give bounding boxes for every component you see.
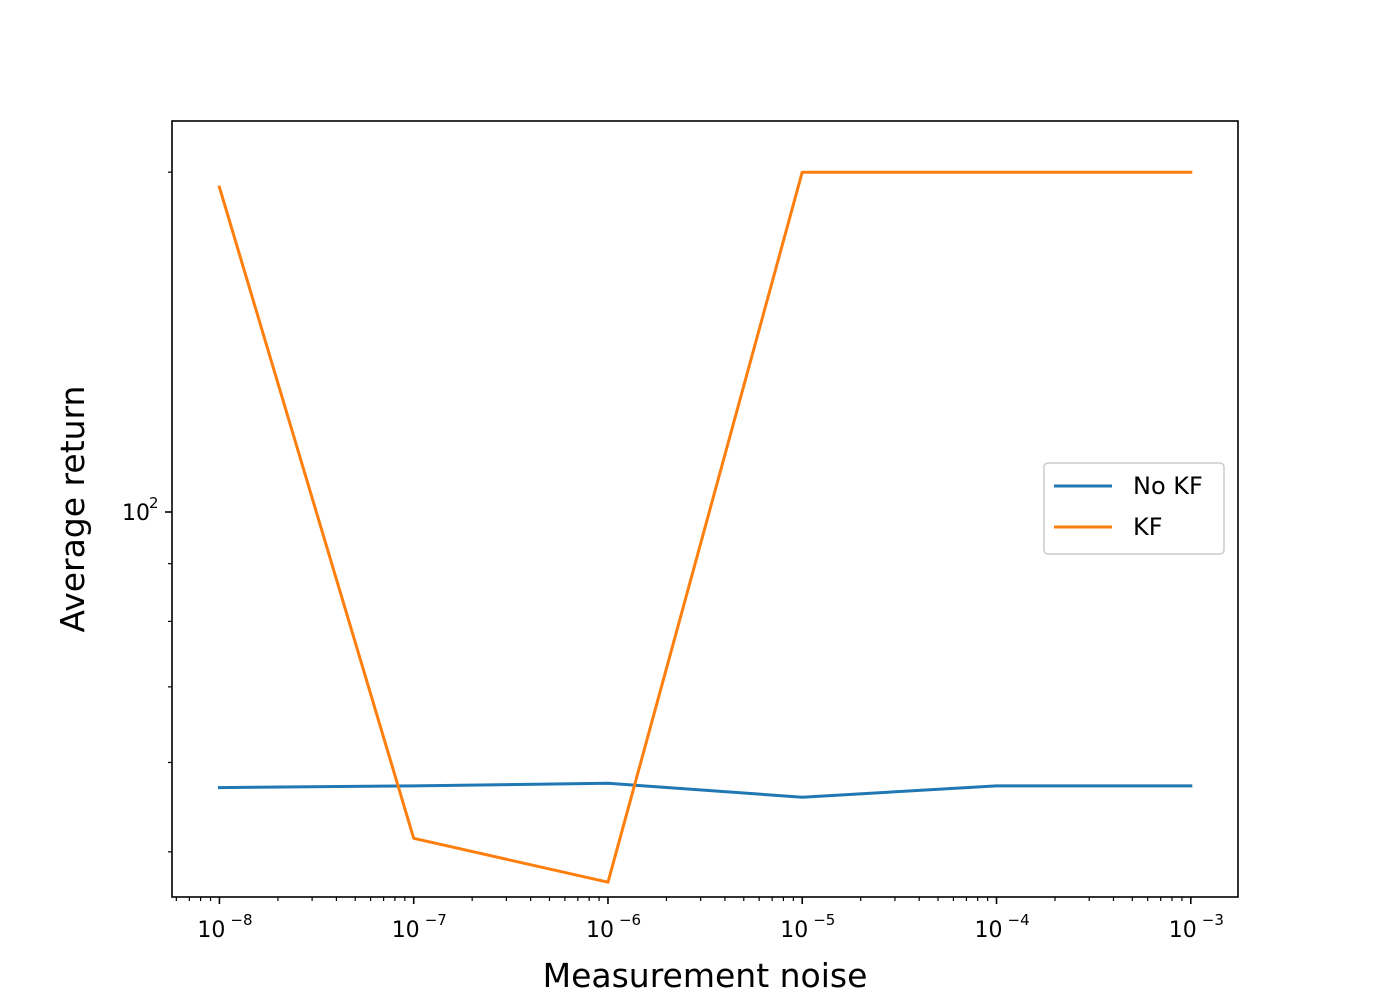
- x-tick-exponent: −5: [813, 911, 835, 929]
- series-layer: [217, 170, 1193, 884]
- x-tick-exponent: −7: [425, 911, 447, 929]
- plot-frame: [171, 120, 1239, 898]
- x-tick-label: 10: [392, 918, 420, 943]
- x-tick-exponent: −3: [1202, 911, 1224, 929]
- series-line-no-kf: [217, 781, 1193, 799]
- x-tick-exponent: −4: [1008, 911, 1030, 929]
- x-tick-exponent: −8: [230, 911, 252, 929]
- y-tick-label: 10: [122, 501, 150, 526]
- y-axis-label: Average return: [53, 386, 92, 633]
- x-tick-label: 10: [975, 918, 1003, 943]
- legend-label-no-kf: No KF: [1133, 472, 1203, 500]
- x-tick-label: 10: [1169, 918, 1197, 943]
- x-tick-label: 10: [586, 918, 614, 943]
- y-axis-ticks: 10 2: [122, 171, 172, 853]
- legend: No KF KF: [1043, 462, 1225, 555]
- x-axis-ticks: 10 −8 10 −7 10 −6 10 −5 10 −4 10 −3: [175, 897, 1224, 943]
- x-tick-exponent: −6: [619, 911, 641, 929]
- legend-label-kf: KF: [1133, 513, 1163, 541]
- series-line-kf: [217, 170, 1193, 884]
- x-axis-label: Measurement noise: [543, 956, 868, 995]
- x-tick-label: 10: [197, 918, 225, 943]
- y-tick-exponent: 2: [149, 494, 159, 512]
- x-tick-label: 10: [780, 918, 808, 943]
